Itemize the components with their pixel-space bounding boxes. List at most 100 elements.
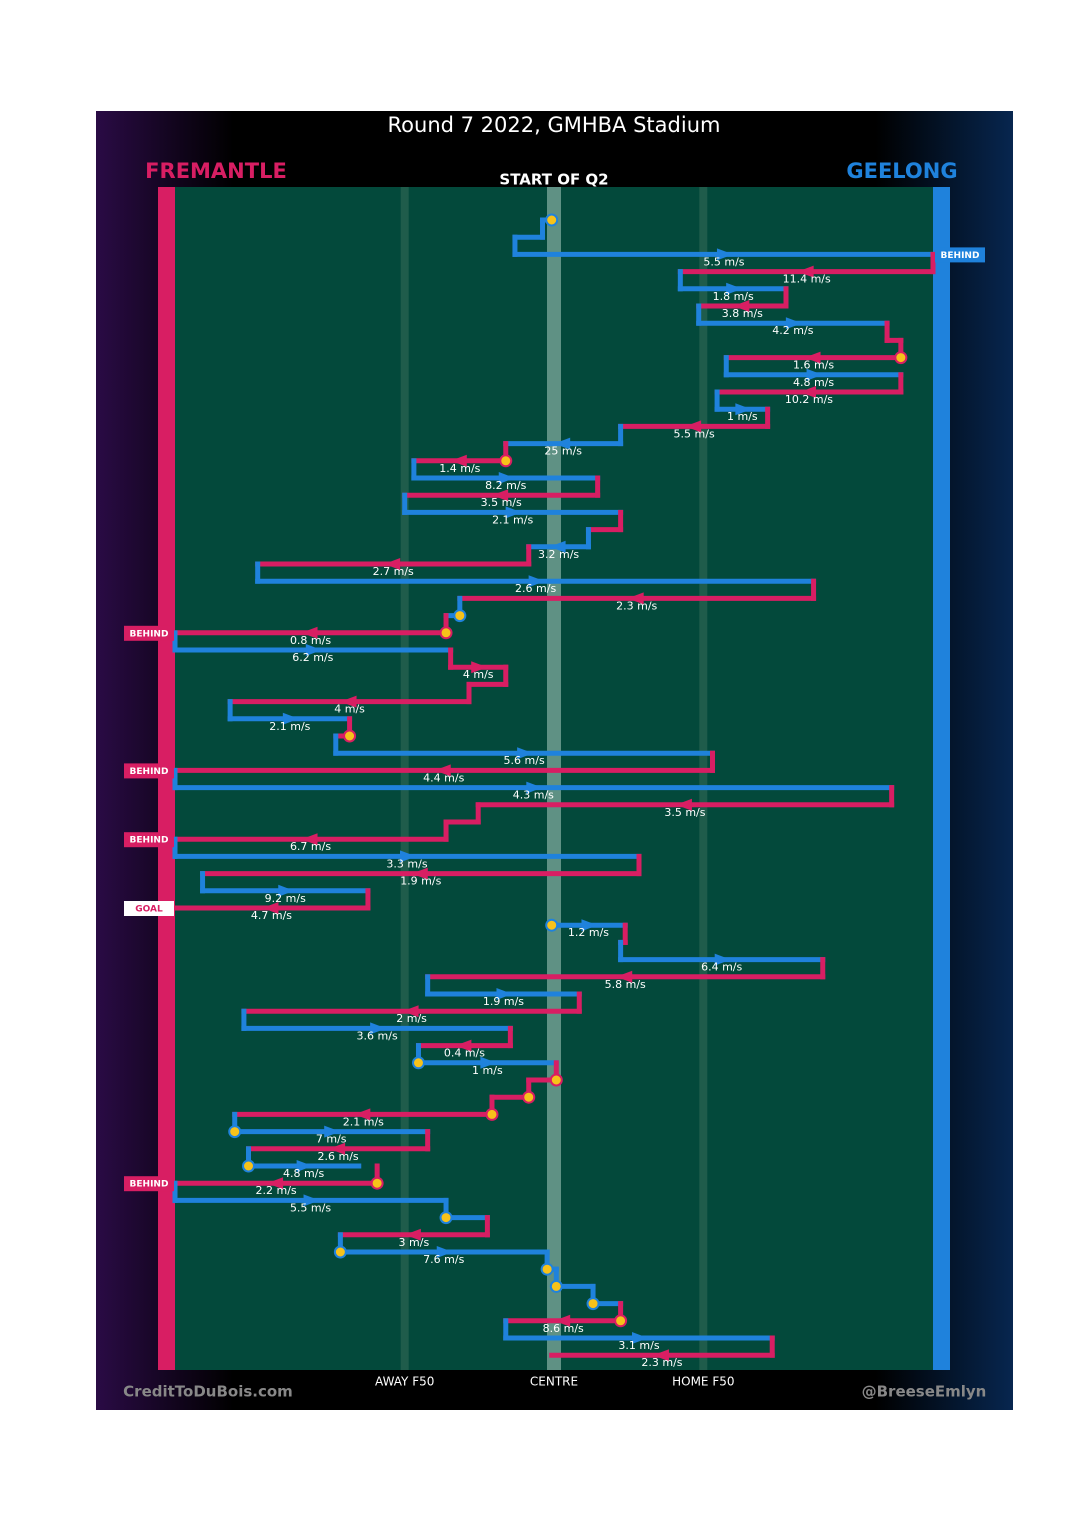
arrow [652, 1349, 669, 1362]
contest [453, 609, 467, 623]
subtitle: START OF Q2 [499, 171, 608, 189]
arrow [498, 472, 515, 484]
arrow [735, 403, 752, 416]
arrow [480, 1056, 497, 1069]
result-label: BEHIND [130, 767, 169, 777]
speed-label: 6.2 m/s [292, 651, 333, 664]
speed-label: 1.6 m/s [793, 359, 834, 372]
arrow [340, 695, 357, 708]
arrow [492, 489, 509, 502]
arrow [282, 712, 299, 725]
speed-label: 2.3 m/s [641, 1356, 682, 1369]
speed-label: 10.2 m/s [785, 393, 833, 406]
x-tick-label: HOME F50 [672, 1375, 734, 1389]
speed-label: 3.2 m/s [538, 548, 579, 561]
speed-label: 6.4 m/s [701, 961, 742, 974]
arrow [627, 592, 644, 605]
result-label: BEHIND [941, 251, 980, 261]
overlay: 5.5 m/s BEHIND 11.4 m/s 1.8 m/s 3.8 m/s 4.2 m… [124, 213, 985, 1369]
speed-label: 4.7 m/s [251, 909, 292, 922]
arrow [404, 1228, 421, 1241]
speed-label: 3.6 m/s [357, 1029, 398, 1042]
arrow [267, 1177, 284, 1190]
speed-label: 2.7 m/s [373, 565, 414, 578]
speed-label: 3.1 m/s [618, 1339, 659, 1352]
arrow [631, 1332, 648, 1344]
contest [545, 213, 559, 227]
arrow [804, 351, 821, 364]
speed-label: 8.6 m/s [543, 1322, 584, 1335]
arrow [303, 1194, 320, 1207]
speed-label: 2.1 m/s [492, 513, 533, 526]
speed-label: 5.8 m/s [605, 978, 646, 991]
arrow [455, 1039, 472, 1052]
result-label: BEHIND [130, 836, 169, 846]
contest [499, 454, 513, 468]
arrow [685, 420, 702, 433]
result-box [124, 832, 174, 848]
arrow [733, 300, 750, 312]
contest [370, 1176, 384, 1190]
arrow [675, 798, 692, 811]
fremantle-goal-line [158, 187, 175, 1370]
speed-label: 2.3 m/s [616, 599, 657, 612]
result-label: BEHIND [130, 1180, 169, 1190]
speed-label: 3.3 m/s [386, 857, 427, 870]
arrow [526, 781, 543, 794]
arrow [616, 970, 633, 983]
arrow [305, 644, 322, 656]
result-box [124, 1176, 174, 1192]
speed-label: 2.6 m/s [318, 1150, 359, 1163]
contest [439, 626, 453, 640]
arrow [278, 884, 295, 897]
arrow [262, 902, 279, 914]
arrow [517, 747, 534, 760]
arrow [716, 248, 733, 261]
contest [549, 1073, 563, 1087]
arrow [434, 764, 451, 777]
speed-label: 11.4 m/s [783, 273, 831, 286]
speed-label: 8.2 m/s [485, 479, 526, 492]
arrow [411, 867, 428, 880]
arrow [450, 454, 467, 467]
contest [485, 1107, 499, 1121]
contest [540, 1262, 554, 1276]
contest [439, 1211, 453, 1225]
contest [242, 1159, 256, 1173]
speed-label: 3.5 m/s [481, 496, 522, 509]
arrow [799, 386, 816, 398]
arrow [324, 1125, 341, 1138]
contest [549, 1279, 563, 1293]
contest [411, 1056, 425, 1070]
speed-label: 4.3 m/s [513, 789, 554, 802]
speed-label: 3 m/s [399, 1236, 430, 1249]
arrow [329, 1142, 346, 1155]
geelong-goal-line [933, 187, 950, 1370]
speed-label: 1.9 m/s [400, 875, 441, 888]
arrow [581, 919, 598, 932]
speed-label: 7 m/s [316, 1133, 347, 1146]
arrow [806, 368, 823, 381]
speed-label: 4 m/s [463, 668, 494, 681]
speed-label: 3.5 m/s [664, 806, 705, 819]
team-right: GEELONG [846, 159, 957, 183]
speed-label: 0.4 m/s [444, 1047, 485, 1060]
speed-label: 1.2 m/s [568, 926, 609, 939]
credit-left: CreditToDuBois.com [123, 1383, 293, 1401]
speed-label: 4 m/s [334, 703, 365, 716]
field-marker [699, 187, 708, 1370]
speed-label: 1.9 m/s [483, 995, 524, 1008]
speed-label: 25 m/s [544, 445, 582, 458]
credit-right: @BreeseEmlyn [862, 1383, 987, 1401]
result-box [124, 763, 174, 779]
arrow [785, 317, 802, 330]
speed-label: 5.6 m/s [504, 754, 545, 767]
speed-label: 1.8 m/s [713, 290, 754, 303]
speed-label: 2.2 m/s [255, 1184, 296, 1197]
speed-label: 4.4 m/s [423, 771, 464, 784]
arrow [399, 850, 416, 863]
speed-label: 4.8 m/s [283, 1167, 324, 1180]
speed-label: 3.8 m/s [722, 307, 763, 320]
speed-label: 4.2 m/s [772, 324, 813, 337]
x-tick-label: AWAY F50 [375, 1375, 434, 1389]
